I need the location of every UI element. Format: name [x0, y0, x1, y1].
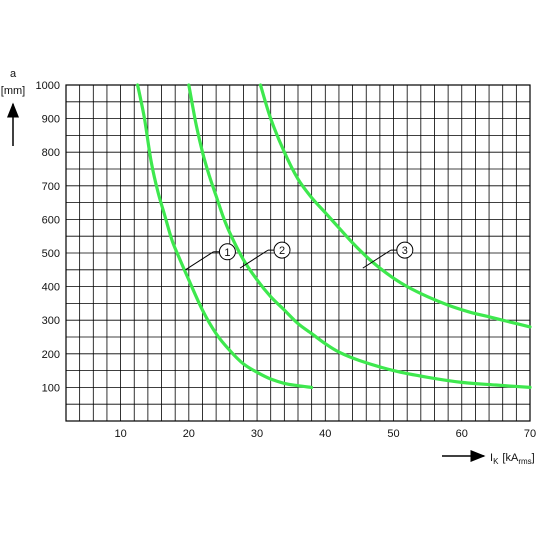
- x-tick-label: 60: [456, 428, 468, 440]
- y-tick-label: 900: [42, 114, 60, 126]
- y-tick-label: 800: [42, 147, 60, 159]
- plot-frame: [65, 84, 531, 422]
- y-tick-label: 1000: [36, 80, 60, 92]
- callout-leader-1: [185, 251, 214, 271]
- x-axis-label-main: I: [490, 452, 493, 464]
- curve-3: [258, 83, 532, 329]
- x-tick-label: 20: [183, 428, 195, 440]
- x-tick-label: 50: [387, 428, 399, 440]
- y-axis-label-symbol: a: [10, 68, 17, 80]
- x-axis-label: IK [kArms]: [490, 452, 535, 466]
- curves: [136, 83, 532, 389]
- x-axis-label-unit-open: [kA: [502, 452, 519, 464]
- x-tick-label: 40: [319, 428, 331, 440]
- y-tick-label: 400: [42, 282, 60, 294]
- callout-label-1: 1: [224, 247, 230, 259]
- curve-2: [187, 83, 532, 389]
- x-axis-label-sub: K: [493, 457, 499, 466]
- y-tick-label: 200: [42, 349, 60, 361]
- y-tick-label: 600: [42, 214, 60, 226]
- callout-circle-3: [396, 241, 414, 259]
- callout-label-3: 3: [402, 245, 408, 257]
- curve-1: [136, 83, 314, 389]
- y-tick-labels: 100 200 300 400 500 600 700 800 900 1000: [36, 80, 60, 394]
- grid: [66, 85, 530, 421]
- y-tick-label: 100: [42, 382, 60, 394]
- x-tick-label: 70: [524, 428, 536, 440]
- y-tick-label: 700: [42, 181, 60, 193]
- x-axis-label-unit-close: ]: [532, 452, 535, 464]
- callout-label-2: 2: [279, 245, 285, 257]
- callouts: 1 2 3: [185, 241, 414, 271]
- callout-leader-2: [239, 249, 269, 269]
- x-tick-label: 30: [251, 428, 263, 440]
- y-axis-label-unit: [mm]: [1, 85, 25, 97]
- callout-circle-2: [273, 241, 291, 259]
- x-tick-labels: 10 20 30 40 50 60 70: [114, 428, 536, 440]
- x-tick-label: 10: [114, 428, 126, 440]
- callout-circle-1: [218, 243, 236, 261]
- x-axis-label-unit-sub: rms: [518, 457, 531, 466]
- y-tick-label: 500: [42, 248, 60, 260]
- callout-leader-3: [362, 249, 392, 269]
- y-tick-label: 300: [42, 315, 60, 327]
